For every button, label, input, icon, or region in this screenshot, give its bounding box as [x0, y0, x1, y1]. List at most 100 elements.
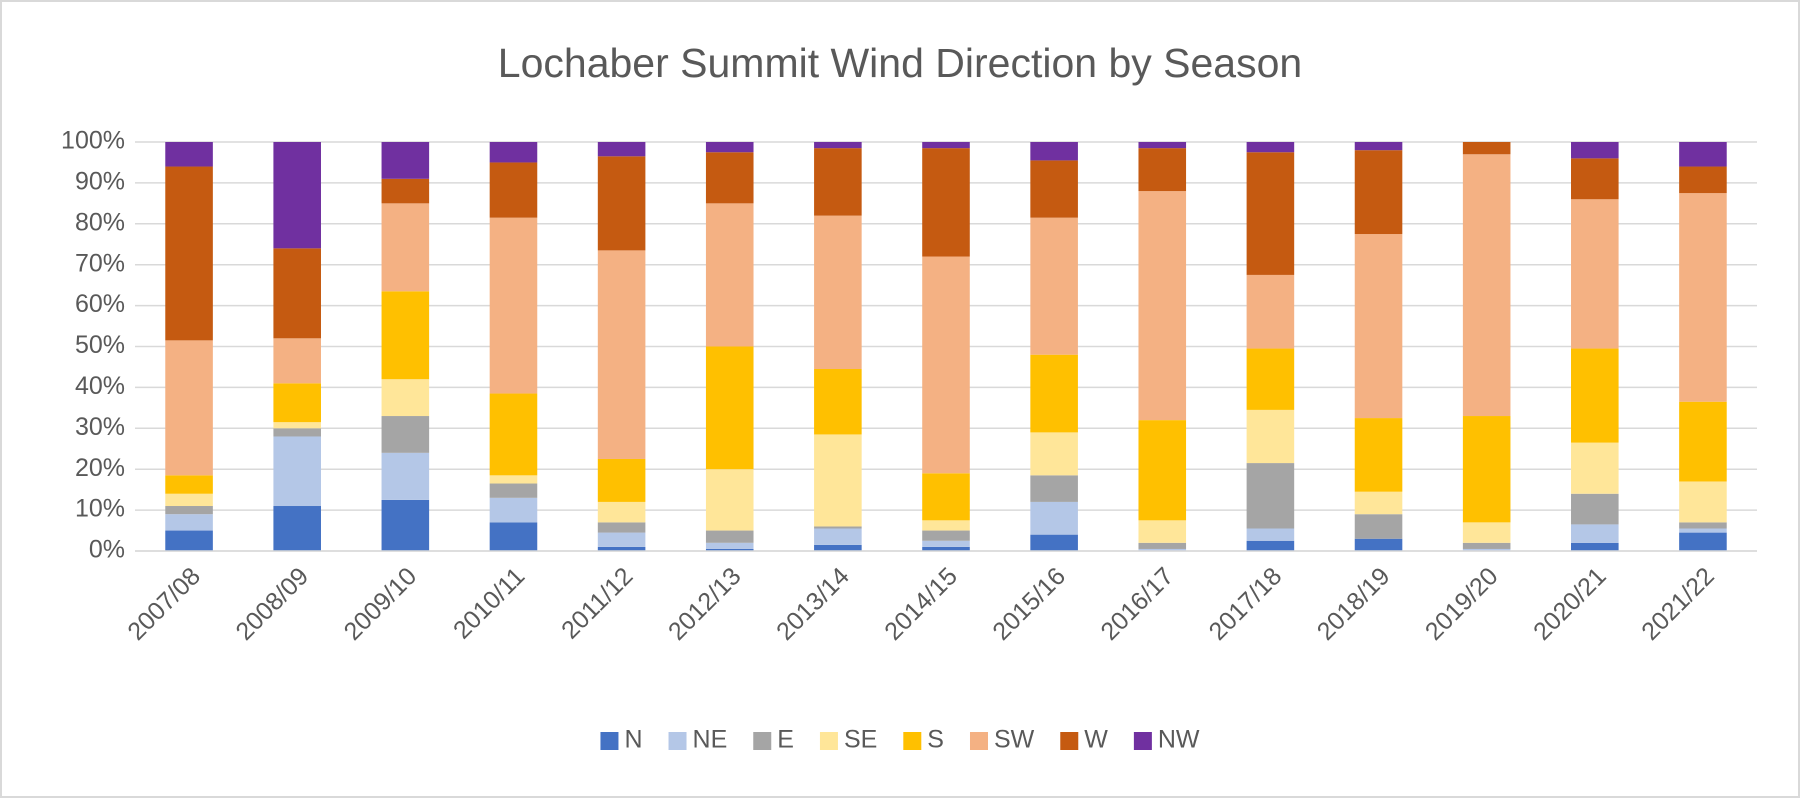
bar-segment [1462, 522, 1511, 543]
bar-segment [1571, 442, 1619, 494]
bar-segment [1679, 481, 1727, 523]
bar-segment [705, 469, 754, 531]
bar-segment [489, 393, 538, 476]
bar-segment [1462, 416, 1511, 523]
bar-segment [165, 530, 213, 551]
bar-segment [381, 416, 430, 453]
bar-segment [381, 142, 430, 179]
legend-label: NE [693, 726, 728, 754]
bar-segment [273, 338, 321, 384]
bar-segment [1679, 193, 1727, 402]
bar-segment [1030, 475, 1078, 502]
bar-segment [705, 548, 754, 551]
bar-segment [1246, 152, 1295, 275]
bar-segment [1138, 542, 1187, 549]
bar-segment [489, 497, 538, 523]
bar-segment [922, 142, 970, 149]
legend-label: SW [994, 726, 1035, 754]
bar-segment [1679, 522, 1727, 529]
bar-segment [1354, 418, 1403, 492]
bar-segment [1030, 354, 1078, 433]
y-tick-label: 0% [89, 536, 125, 564]
bar-segment [1354, 491, 1403, 515]
bar-segment [1354, 514, 1403, 539]
bar-segment [1030, 432, 1078, 476]
bar-segment [381, 178, 430, 204]
bar-segment [273, 422, 321, 429]
bar-segment [705, 530, 754, 543]
bar-segment [1030, 217, 1078, 355]
bar-segment [1138, 520, 1187, 543]
y-tick-label: 70% [75, 249, 125, 277]
legend-swatch [1133, 732, 1152, 750]
bar-segment [273, 436, 321, 507]
bar-segment [597, 156, 646, 251]
y-tick-label: 40% [75, 372, 125, 400]
bar-segment [1571, 542, 1619, 551]
bar-segment [1354, 150, 1403, 235]
bar-segment [597, 532, 646, 547]
bar-segment [381, 291, 430, 380]
bar-segment [705, 542, 754, 549]
bar-segment [1138, 420, 1187, 521]
bar-segment [273, 248, 321, 339]
bar-segment [1030, 142, 1078, 161]
bar-segment [1679, 142, 1727, 167]
bar-segment [814, 526, 862, 529]
bar-segment [597, 546, 646, 551]
bar-segment [814, 368, 862, 435]
bar-segment [922, 546, 970, 551]
bar-segment [1246, 142, 1295, 153]
legend-label: W [1084, 726, 1108, 754]
y-tick-label: 80% [75, 208, 125, 236]
y-tick-label: 20% [75, 454, 125, 482]
bar-segment [489, 475, 538, 484]
bar-segment [165, 475, 213, 494]
bar-segment [381, 203, 430, 292]
bar-segment [597, 522, 646, 533]
legend-label: SE [844, 726, 877, 754]
bar-segment [1354, 234, 1403, 419]
legend-label: N [624, 726, 642, 754]
bar-segment [1679, 532, 1727, 551]
bar-segment [381, 499, 430, 551]
bar-segment [273, 142, 321, 249]
bar-segment [814, 434, 862, 527]
bar-segment [814, 215, 862, 369]
chart-title: Lochaber Summit Wind Direction by Season [498, 40, 1302, 86]
bar-segment [1679, 401, 1727, 482]
bar-segment [1571, 524, 1619, 543]
bar-segment [922, 256, 970, 474]
bar-segment [1030, 501, 1078, 535]
bar-segment [273, 428, 321, 437]
bar-segment [381, 452, 430, 500]
bar-segment [1246, 348, 1295, 410]
bar-segment [922, 148, 970, 257]
bar-segment [1354, 538, 1403, 551]
y-tick-label: 100% [61, 127, 125, 155]
legend-swatch [1060, 732, 1079, 750]
bar-segment [381, 379, 430, 417]
bar-segment [922, 473, 970, 521]
legend-swatch [819, 732, 838, 750]
bar-segment [1462, 142, 1511, 155]
legend-swatch [753, 732, 772, 750]
bar-segment [1138, 142, 1187, 149]
bar-segment [922, 520, 970, 531]
bar-segment [1462, 548, 1511, 551]
bar-segment [814, 142, 862, 149]
y-tick-label: 50% [75, 331, 125, 359]
bar-segment [489, 217, 538, 394]
legend-label: NW [1158, 726, 1200, 754]
bar-segment [1246, 528, 1295, 541]
bar-segment [165, 514, 213, 531]
bar-segment [273, 383, 321, 423]
bar-segment [1246, 540, 1295, 551]
bar-segment [1246, 409, 1295, 464]
bar-segment [165, 142, 213, 167]
bar-segment [814, 148, 862, 216]
bar-segment [705, 203, 754, 347]
legend-label: S [927, 726, 944, 754]
bar-segment [165, 506, 213, 515]
